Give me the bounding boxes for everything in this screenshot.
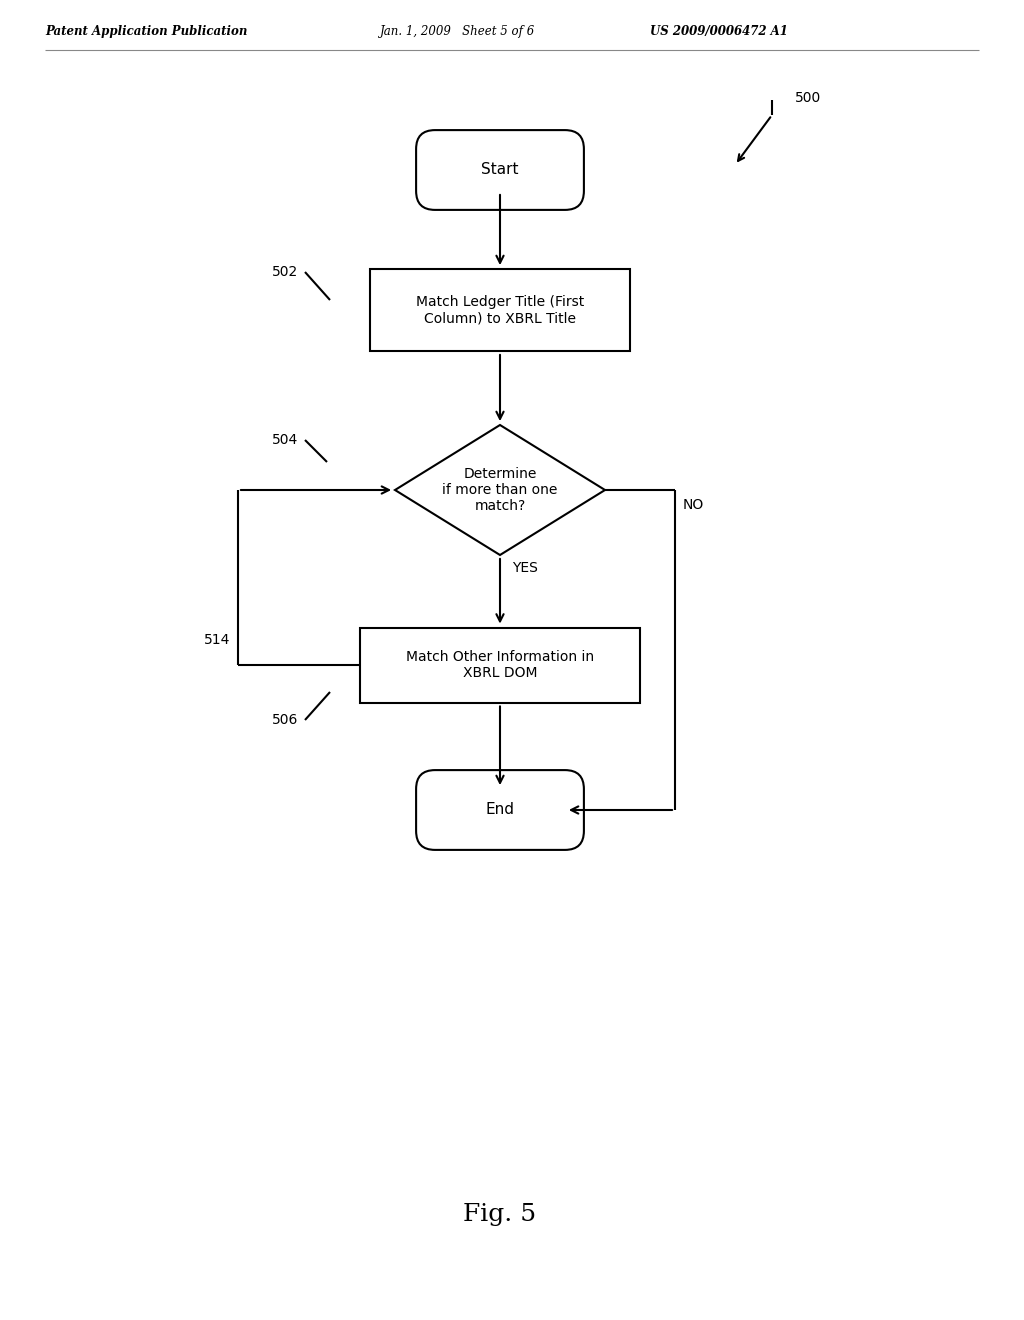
Text: 506: 506 (271, 713, 298, 727)
FancyBboxPatch shape (416, 131, 584, 210)
Bar (370, 269, 630, 351)
Text: Match Ledger Title (First
Column) to XBRL Title: Match Ledger Title (First Column) to XBR… (416, 294, 584, 325)
Text: 502: 502 (271, 265, 298, 279)
Text: End: End (485, 803, 514, 817)
Text: 504: 504 (271, 433, 298, 447)
Text: Fig. 5: Fig. 5 (464, 1204, 537, 1226)
Text: Determine
if more than one
match?: Determine if more than one match? (442, 467, 558, 513)
FancyBboxPatch shape (416, 770, 584, 850)
Polygon shape (395, 425, 605, 554)
Text: 514: 514 (204, 634, 230, 647)
Text: Start: Start (481, 162, 519, 177)
Bar (360, 627, 640, 702)
Text: Patent Application Publication: Patent Application Publication (45, 25, 248, 38)
Text: NO: NO (683, 498, 705, 512)
Text: Jan. 1, 2009   Sheet 5 of 6: Jan. 1, 2009 Sheet 5 of 6 (380, 25, 536, 38)
Text: Match Other Information in
XBRL DOM: Match Other Information in XBRL DOM (406, 649, 594, 680)
Text: YES: YES (512, 561, 538, 576)
Text: US 2009/0006472 A1: US 2009/0006472 A1 (650, 25, 787, 38)
Text: 500: 500 (795, 91, 821, 106)
